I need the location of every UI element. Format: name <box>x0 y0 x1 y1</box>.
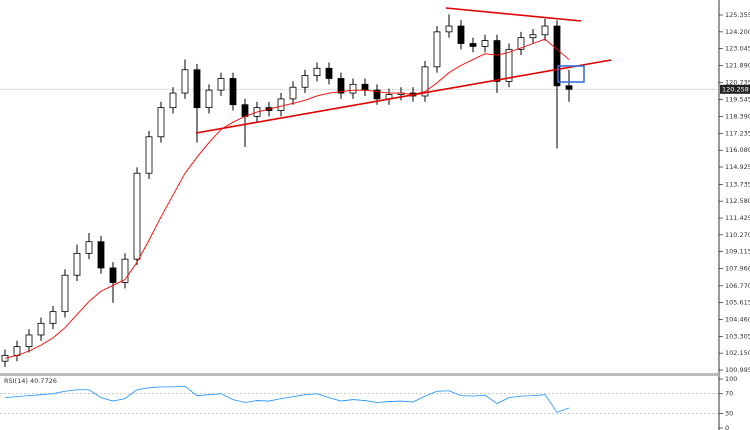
y-tick-label: 100 <box>725 375 737 383</box>
candle-body <box>25 334 33 348</box>
candle-body <box>529 34 537 39</box>
candle-body <box>289 86 297 100</box>
y-tick-label: 105.615 <box>725 299 750 307</box>
y-tick-label: 123.045 <box>725 45 750 53</box>
y-tick-label: 121.890 <box>725 62 750 70</box>
candle-body <box>241 104 249 117</box>
candle-body <box>337 78 345 94</box>
candle-body <box>229 78 237 106</box>
y-tick-label: 118.390 <box>725 113 750 121</box>
y-tick-label: 113.735 <box>725 180 750 188</box>
rsi-line <box>4 385 570 413</box>
candle-body <box>85 241 93 254</box>
candle-body <box>361 83 369 91</box>
candle-body <box>553 25 561 87</box>
marks: 125.355 124.200 123.045 121.890 120.735 119.5… <box>0 11 750 430</box>
y-tick-label: 104.460 <box>725 316 750 324</box>
y-tick-label: 70 <box>725 390 733 398</box>
candle-body <box>325 67 333 79</box>
y-tick-label: 124.200 <box>725 28 750 36</box>
candle-body <box>37 322 45 336</box>
candle-body <box>205 89 213 109</box>
y-tick-label: 103.305 <box>725 332 750 340</box>
y-tick-label: 112.580 <box>725 197 750 205</box>
candle-body <box>433 31 441 68</box>
candle-body <box>349 83 357 94</box>
panel-separator <box>0 373 719 376</box>
current-price-box <box>720 84 750 94</box>
y-tick-label: 125.355 <box>725 11 750 19</box>
candle-body <box>301 75 309 88</box>
candle-body <box>565 85 573 90</box>
y-tick-label: 0 <box>725 424 729 430</box>
candle-body <box>541 25 549 36</box>
candle-body <box>421 66 429 97</box>
candle-body <box>313 67 321 76</box>
candle-body <box>109 267 117 283</box>
y-tick-label: 30 <box>725 409 733 417</box>
candle-body <box>481 40 489 47</box>
candle-body <box>121 258 129 283</box>
candle-body <box>157 107 165 138</box>
candle-body <box>13 346 21 356</box>
y-tick-label: 116.080 <box>725 146 750 154</box>
candle-body <box>277 98 285 111</box>
candle-body <box>133 172 141 260</box>
y-tick-label: 110.270 <box>725 231 750 239</box>
candle-body <box>517 37 525 50</box>
candle-body <box>61 274 69 313</box>
candle-body <box>49 311 57 324</box>
y-tick-label: 120.735 <box>725 78 750 86</box>
candle-body <box>217 78 225 91</box>
moving-average <box>4 38 570 359</box>
candle-body <box>493 40 501 82</box>
y-tick-label: 117.235 <box>725 129 750 137</box>
candle-body <box>469 43 477 47</box>
y-tick-label: 114.925 <box>725 163 750 171</box>
candle-body <box>193 69 201 109</box>
highlight-box <box>557 65 585 83</box>
y-tick-label: 106.770 <box>725 282 750 290</box>
support-trendline <box>195 59 612 134</box>
candle-body <box>97 241 105 269</box>
candle-body <box>505 48 513 82</box>
candle-body <box>181 69 189 94</box>
y-tick-label: 102.150 <box>725 349 750 357</box>
candle-body <box>169 92 177 109</box>
resistance-trendline <box>445 7 582 22</box>
y-tick-label: 111.425 <box>725 214 750 222</box>
current-price-label: 120.258 <box>722 85 749 93</box>
y-tick-label: 107.960 <box>725 265 750 273</box>
candle-body <box>445 25 453 33</box>
candle-body <box>457 25 465 44</box>
candle-body <box>145 136 153 174</box>
rsi-title: RSI(14) 40.7726 <box>4 377 57 385</box>
y-tick-label: 119.545 <box>725 96 750 104</box>
candle-body <box>373 89 381 100</box>
candle-body <box>73 252 81 276</box>
y-tick-label: 100.995 <box>725 366 750 374</box>
y-tick-label: 109.115 <box>725 248 750 256</box>
